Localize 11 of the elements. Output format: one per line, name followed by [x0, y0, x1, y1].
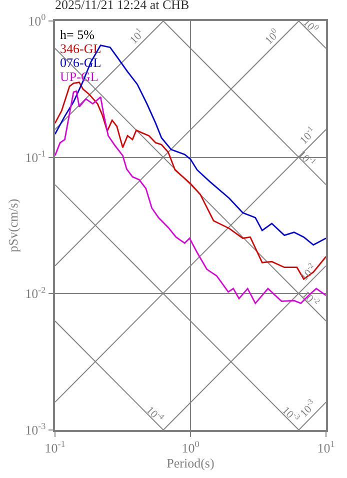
chart-title: 2025/11/21 12:24 at CHB	[55, 0, 190, 12]
y-tick-label: 10$^{-3}$	[25, 421, 46, 438]
x-tick-label: 10$^{-1}$	[44, 438, 66, 456]
x-axis-title: Period(s)	[166, 455, 214, 470]
x-tick-label: 10$^{1}$	[317, 438, 335, 456]
annotation: h= 5%	[60, 27, 95, 42]
y-tick-label: 10$^{-2}$	[25, 284, 46, 302]
y-tick-label: 10$^{0}$	[28, 12, 46, 29]
x-tick-label: 10$^{0}$	[182, 438, 200, 456]
y-tick-label: 10$^{-1}$	[25, 148, 46, 165]
y-axis-title: pSv(cm/s)	[6, 198, 21, 252]
